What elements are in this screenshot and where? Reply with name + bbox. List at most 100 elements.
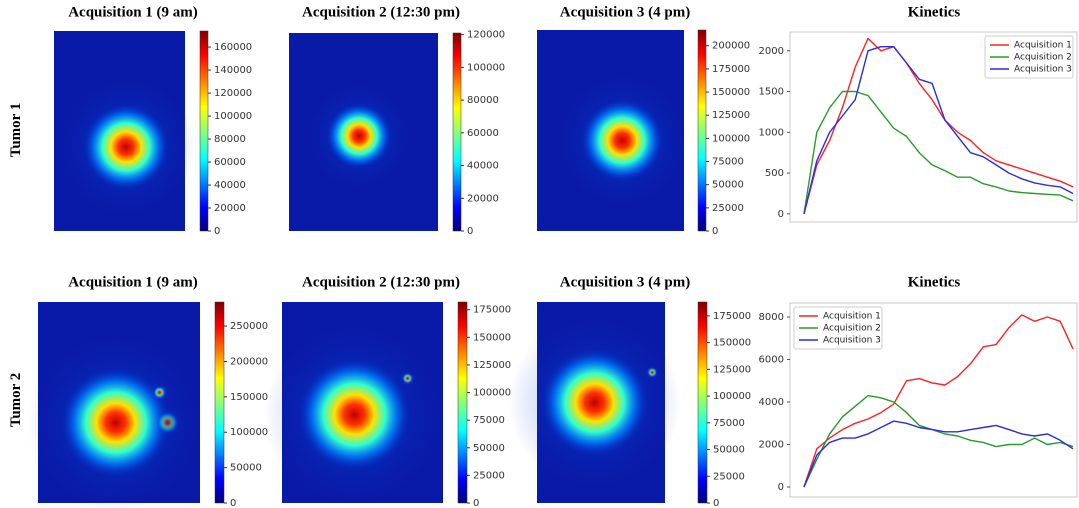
colorbar-tick-label: 60000 xyxy=(467,128,499,139)
colorbar xyxy=(214,301,225,504)
line-series xyxy=(803,37,1074,214)
y-tick-label: 4000 xyxy=(759,397,784,408)
colorbar-tick-label: 100000 xyxy=(712,133,750,144)
colorbar-tick-label: 25000 xyxy=(713,471,745,482)
row-label: Tumor 2 xyxy=(8,373,24,428)
colorbar-tick-label: 80000 xyxy=(214,134,246,145)
colorbar xyxy=(697,29,707,232)
line-series xyxy=(803,394,1074,488)
line-series xyxy=(803,46,1074,214)
colorbar xyxy=(199,30,209,232)
chart-title: Acquisition 3 (4 pm) xyxy=(560,4,690,20)
colorbar-tick-label: 150000 xyxy=(713,338,751,349)
colorbar-tick-label: 0 xyxy=(230,498,236,508)
colorbar-tick-label: 250000 xyxy=(230,321,268,332)
colorbar-tick-label: 150000 xyxy=(712,87,750,98)
image-blob xyxy=(401,372,414,385)
colorbar-tick-label: 200000 xyxy=(230,356,268,367)
image-blob xyxy=(153,385,166,399)
colorbar xyxy=(457,301,468,504)
chart-title: Acquisition 2 (12:30 pm) xyxy=(302,274,460,290)
chart-title: Kinetics xyxy=(908,4,961,20)
line-series xyxy=(803,420,1074,488)
colorbar-tick-label: 0 xyxy=(467,226,473,237)
y-tick-label: 6000 xyxy=(759,355,784,366)
colorbar-tick-label: 25000 xyxy=(473,470,505,481)
colorbar-tick-label: 175000 xyxy=(712,64,750,75)
colorbar-tick-label: 140000 xyxy=(214,65,252,76)
colorbar-tick-label: 0 xyxy=(712,226,718,237)
colorbar-tick-label: 50000 xyxy=(712,180,744,191)
colorbar-tick-label: 75000 xyxy=(713,418,745,429)
colorbar-tick-label: 100000 xyxy=(214,111,252,122)
chart-title: Acquisition 2 (12:30 pm) xyxy=(302,4,460,20)
colorbar-tick-label: 125000 xyxy=(712,110,750,121)
legend-label: Acquisition 2 xyxy=(823,324,881,334)
image-blob xyxy=(540,348,649,457)
plot-frame xyxy=(789,31,1078,223)
y-tick-label: 2000 xyxy=(759,440,784,451)
colorbar-tick-label: 160000 xyxy=(214,42,252,53)
plot-frame xyxy=(789,302,1078,498)
legend-label: Acquisition 3 xyxy=(823,336,881,346)
image-blob xyxy=(581,99,664,182)
chart-title: Acquisition 1 (9 am) xyxy=(68,4,198,20)
colorbar-tick-label: 50000 xyxy=(713,445,745,456)
colorbar-tick-label: 125000 xyxy=(473,360,511,371)
colorbar-tick-label: 175000 xyxy=(473,305,511,316)
colorbar-tick-label: 75000 xyxy=(712,157,744,168)
chart-title: Acquisition 1 (9 am) xyxy=(68,274,198,290)
colorbar-tick-label: 0 xyxy=(214,226,220,237)
colorbar-tick-label: 50000 xyxy=(230,463,262,474)
legend-label: Acquisition 1 xyxy=(1014,41,1072,51)
y-tick-label: 1500 xyxy=(759,87,784,98)
y-tick-label: 0 xyxy=(778,209,784,220)
y-tick-label: 0 xyxy=(778,482,784,493)
colorbar-tick-label: 80000 xyxy=(467,95,499,106)
image-blob xyxy=(156,411,179,434)
colorbar-tick-label: 60000 xyxy=(214,157,246,168)
colorbar-tick-label: 20000 xyxy=(467,193,499,204)
legend-box xyxy=(793,306,883,350)
y-tick-label: 8000 xyxy=(759,312,784,323)
y-tick-label: 1000 xyxy=(759,127,784,138)
line-series xyxy=(803,314,1074,488)
colorbar-tick-label: 200000 xyxy=(712,41,750,52)
colorbar-tick-label: 175000 xyxy=(713,311,751,322)
line-series xyxy=(803,90,1074,214)
colorbar-tick-label: 0 xyxy=(713,498,719,508)
colorbar-tick-label: 0 xyxy=(473,498,479,508)
colorbar-tick-label: 150000 xyxy=(230,392,268,403)
legend-label: Acquisition 3 xyxy=(1014,65,1072,75)
colorbar-tick-label: 20000 xyxy=(214,203,246,214)
y-tick-label: 2000 xyxy=(759,46,784,57)
colorbar-tick-label: 120000 xyxy=(214,88,252,99)
colorbar-tick-label: 100000 xyxy=(713,391,751,402)
colorbar-tick-label: 100000 xyxy=(230,427,268,438)
row-label: Tumor 1 xyxy=(8,103,24,158)
image-blob xyxy=(298,358,411,471)
colorbar-tick-label: 25000 xyxy=(712,203,744,214)
image-blob xyxy=(647,367,658,378)
legend-label: Acquisition 1 xyxy=(823,312,881,322)
colorbar-tick-label: 120000 xyxy=(467,30,505,41)
image-blob xyxy=(60,367,171,478)
colorbar xyxy=(452,32,462,232)
chart-title: Acquisition 3 (4 pm) xyxy=(560,274,690,290)
colorbar-tick-label: 100000 xyxy=(473,388,511,399)
image-blob xyxy=(82,103,170,191)
colorbar-tick-label: 75000 xyxy=(473,415,505,426)
colorbar xyxy=(697,301,708,504)
legend-box xyxy=(984,35,1074,79)
colorbar-tick-label: 40000 xyxy=(467,161,499,172)
colorbar-tick-label: 100000 xyxy=(467,62,505,73)
colorbar-tick-label: 40000 xyxy=(214,180,246,191)
chart-title: Kinetics xyxy=(908,274,961,290)
colorbar-tick-label: 150000 xyxy=(473,332,511,343)
y-tick-label: 500 xyxy=(765,168,784,179)
image-blob xyxy=(326,103,392,169)
colorbar-tick-label: 125000 xyxy=(713,364,751,375)
colorbar-tick-label: 50000 xyxy=(473,443,505,454)
legend-label: Acquisition 2 xyxy=(1014,53,1072,63)
